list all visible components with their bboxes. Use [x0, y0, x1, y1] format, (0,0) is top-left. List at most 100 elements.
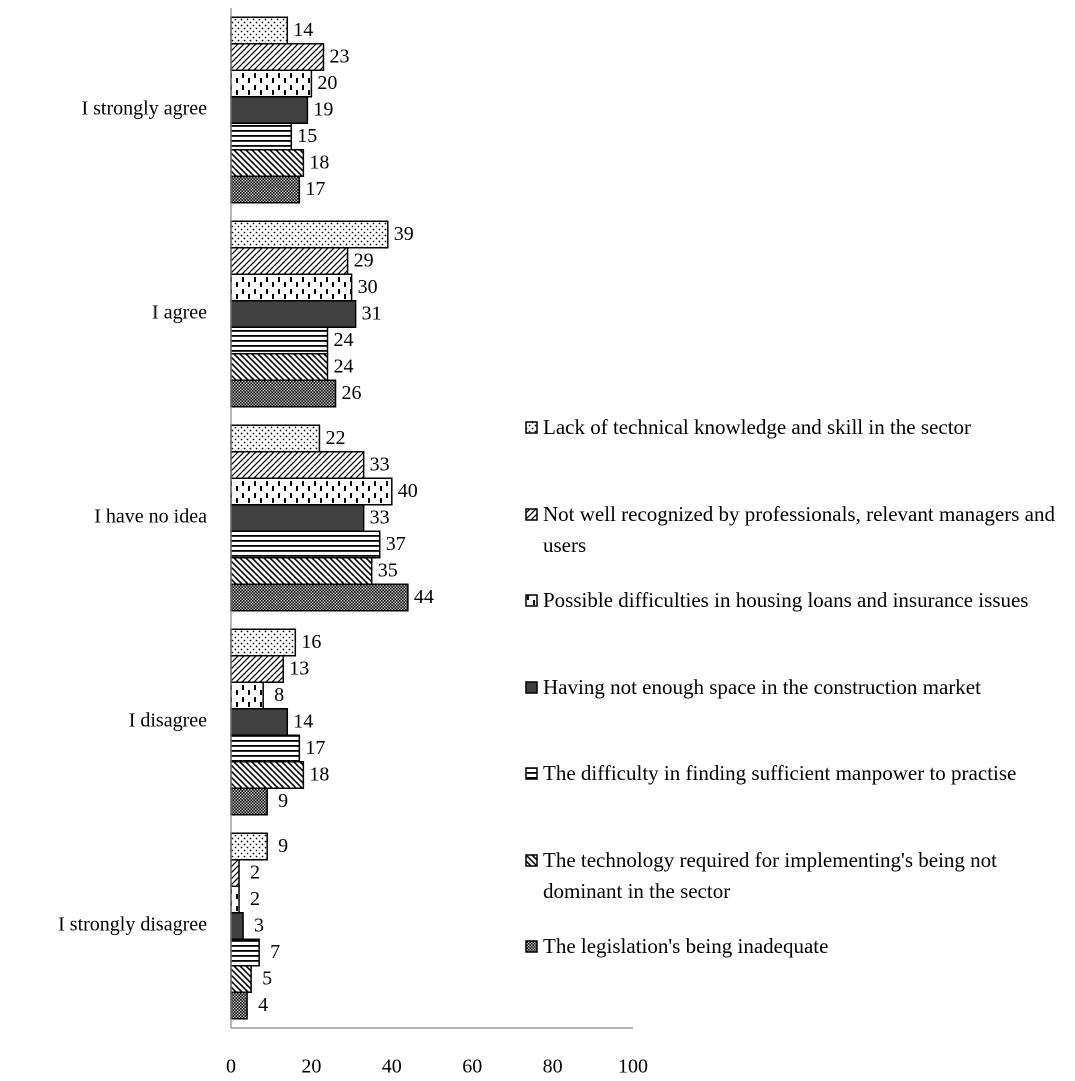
x-tick-label: 0 — [226, 1056, 236, 1078]
bar — [230, 477, 393, 506]
legend-swatch — [525, 594, 538, 607]
x-tick-label: 100 — [618, 1056, 648, 1078]
value-label: 18 — [309, 152, 329, 174]
legend-swatch — [525, 421, 538, 434]
bar — [230, 300, 357, 328]
value-label: 19 — [313, 99, 333, 121]
value-label: 24 — [333, 329, 353, 351]
bar — [230, 353, 329, 381]
bar — [230, 859, 240, 887]
bar — [230, 530, 381, 559]
legend-swatch — [525, 507, 538, 521]
bar — [230, 761, 305, 789]
value-label: 44 — [414, 586, 434, 608]
value-label: 8 — [274, 684, 284, 706]
legend-item: The technology required for implementing… — [525, 845, 1065, 907]
bar — [230, 247, 349, 275]
value-label: 22 — [325, 427, 345, 449]
legend-swatch — [525, 767, 538, 780]
bar — [230, 734, 301, 763]
legend-item: Lack of technical knowledge and skill in… — [525, 412, 1065, 443]
bar — [230, 69, 313, 98]
bar — [230, 451, 365, 479]
legend-item: The legislation's being inadequate — [525, 931, 1065, 962]
x-tick-label: 40 — [382, 1056, 402, 1078]
bar — [230, 43, 325, 71]
bar — [230, 16, 289, 45]
value-label: 9 — [278, 835, 288, 857]
bar — [230, 273, 353, 302]
value-label: 26 — [342, 382, 362, 404]
value-label: 7 — [270, 941, 280, 963]
bar — [230, 912, 244, 940]
x-tick-label: 20 — [301, 1056, 321, 1078]
x-tick-label: 60 — [462, 1056, 482, 1078]
value-label: 40 — [398, 480, 418, 502]
value-label: 9 — [278, 790, 288, 812]
bar — [230, 557, 373, 585]
bar — [230, 504, 365, 532]
legend-swatch — [525, 853, 538, 867]
bar — [230, 122, 293, 151]
value-label: 33 — [370, 507, 390, 529]
value-label: 15 — [297, 125, 317, 147]
legend-label: The technology required for implementing… — [543, 847, 998, 903]
value-label: 2 — [250, 888, 260, 910]
value-label: 23 — [329, 46, 349, 68]
value-label: 24 — [333, 356, 353, 378]
value-label: 14 — [293, 711, 313, 733]
value-label: 29 — [354, 250, 374, 272]
value-label: 20 — [317, 72, 337, 94]
legend-label: Not well recognized by professionals, re… — [543, 501, 1055, 557]
value-label: 37 — [386, 533, 406, 555]
value-label: 35 — [378, 560, 398, 582]
bar — [230, 424, 321, 453]
bar — [230, 991, 248, 1020]
bar — [230, 938, 260, 967]
legend-swatch — [525, 940, 538, 953]
value-label: 18 — [309, 764, 329, 786]
value-label: 4 — [258, 994, 268, 1016]
value-label: 17 — [305, 737, 325, 759]
value-label: 33 — [370, 454, 390, 476]
legend-label: Possible difficulties in housing loans a… — [543, 588, 1029, 612]
y-tick-label: I agree — [152, 302, 207, 324]
legend-label: Lack of technical knowledge and skill in… — [543, 415, 972, 439]
value-label: 17 — [305, 178, 325, 200]
y-tick-label: I disagree — [129, 710, 207, 732]
bar — [230, 832, 268, 861]
bar — [230, 708, 289, 736]
bar — [230, 379, 337, 408]
value-label: 31 — [362, 303, 382, 325]
bar — [230, 175, 301, 204]
value-label: 30 — [358, 276, 378, 298]
bar — [230, 681, 264, 710]
legend-item: Possible difficulties in housing loans a… — [525, 585, 1065, 616]
bar — [230, 628, 297, 657]
value-label: 39 — [394, 223, 414, 245]
y-tick-label: I strongly disagree — [58, 914, 207, 936]
bar — [230, 96, 309, 124]
y-tick-label: I strongly agree — [81, 98, 207, 120]
value-label: 2 — [250, 862, 260, 884]
bar — [230, 220, 389, 249]
value-label: 3 — [254, 915, 264, 937]
legend-item: Not well recognized by professionals, re… — [525, 499, 1065, 561]
legend-item: The difficulty in finding sufficient man… — [525, 758, 1065, 789]
x-tick-label: 80 — [543, 1056, 563, 1078]
value-label: 13 — [289, 658, 309, 680]
legend-label: The difficulty in finding sufficient man… — [543, 761, 1017, 785]
legend-label: The legislation's being inadequate — [543, 934, 829, 958]
bar — [230, 149, 305, 177]
y-tick-label: I have no idea — [94, 506, 207, 528]
bar — [230, 583, 409, 612]
legend-label: Having not enough space in the construct… — [543, 674, 981, 699]
legend-item: Having not enough space in the construct… — [525, 672, 1065, 703]
value-label: 5 — [262, 968, 272, 990]
bar — [230, 787, 268, 816]
value-label: 16 — [301, 631, 321, 653]
legend-swatch — [525, 680, 538, 694]
value-label: 14 — [293, 19, 313, 41]
